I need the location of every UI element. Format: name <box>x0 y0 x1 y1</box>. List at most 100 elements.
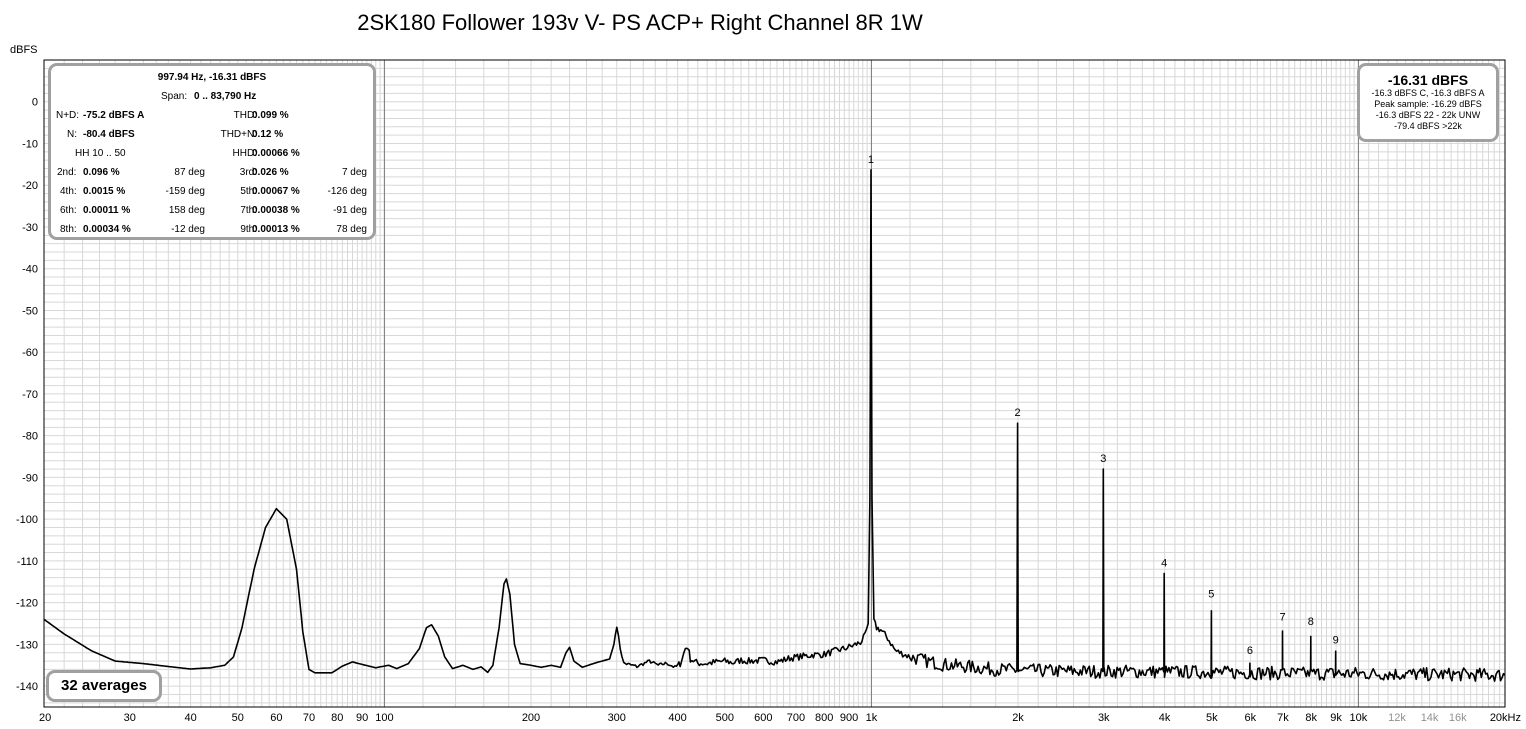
x-tick-label: 30 <box>124 712 136 724</box>
harmonic-label: 6th: <box>60 205 77 216</box>
level-panel[interactable]: -16.31 dBFS -16.3 dBFS C, -16.3 dBFS A P… <box>1357 63 1499 142</box>
x-tick-label: 10k <box>1350 712 1368 724</box>
x-tick-label: 200 <box>522 712 540 724</box>
harmonic-markers: 1 2 3 4 5 6 7 8 9 <box>868 154 1339 657</box>
y-tick-label: 0 <box>32 97 38 109</box>
thd-value: 0.099 % <box>252 110 289 121</box>
harmonic-marker-label: 4 <box>1161 557 1167 569</box>
y-tick-label: -20 <box>22 180 38 192</box>
x-tick-label: 300 <box>608 712 626 724</box>
harmonic-marker-label: 1 <box>868 154 874 166</box>
harmonic-label: 9th: <box>240 224 257 235</box>
x-tick-label: 700 <box>787 712 805 724</box>
harmonic-value: 0.026 % <box>252 167 289 178</box>
harmonic-value: 0.0015 % <box>83 186 126 197</box>
y-tick-label: -30 <box>22 222 38 234</box>
harmonic-marker-label: 9 <box>1333 635 1339 647</box>
harmonic-phase: -91 deg <box>333 205 367 216</box>
n-value: -80.4 dBFS <box>83 129 135 140</box>
chart-title: 2SK180 Follower 193v V- PS ACP+ Right Ch… <box>357 10 923 35</box>
x-tick-label: 70 <box>303 712 315 724</box>
x-tick-label: 2k <box>1012 712 1024 724</box>
x-tick-label: 900 <box>840 712 858 724</box>
x-tick-label: 60 <box>270 712 282 724</box>
harmonic-phase: 78 deg <box>336 224 367 235</box>
harmonic-phase: 7 deg <box>341 167 367 178</box>
y-tick-label: -60 <box>22 347 38 359</box>
x-tick-label: 80 <box>331 712 343 724</box>
harmonic-phase: 87 deg <box>174 167 205 178</box>
harmonic-label: 4th: <box>60 186 77 197</box>
hhd-label: HHD: <box>232 148 257 159</box>
harmonic-value: 0.00034 % <box>83 224 131 235</box>
x-tick-label: 8k <box>1305 712 1317 724</box>
level-line: -16.3 dBFS C, -16.3 dBFS A <box>1371 88 1485 98</box>
x-tick-label: 14k <box>1421 712 1439 724</box>
thdn-value: 0.12 % <box>252 129 284 140</box>
x-tick-label: 600 <box>754 712 772 724</box>
level-line: -16.3 dBFS 22 - 22k UNW <box>1375 110 1481 120</box>
x-tick-label: 800 <box>815 712 833 724</box>
hhd-value: 0.00066 % <box>252 148 300 159</box>
hh-range-label: HH 10 .. 50 <box>75 148 126 159</box>
spectrum-trace <box>43 169 1506 682</box>
harmonic-marker-label: 7 <box>1279 612 1285 624</box>
y-tick-label: -90 <box>22 472 38 484</box>
x-tick-label: 4k <box>1159 712 1171 724</box>
x-tick-label: 1k <box>866 712 878 724</box>
span-label: Span: <box>161 91 188 102</box>
harmonic-label: 2nd: <box>57 167 77 178</box>
x-tick-label: 90 <box>356 712 368 724</box>
y-tick-label: -40 <box>22 264 38 276</box>
x-tick-label: 100 <box>375 712 393 724</box>
y-tick-label: -120 <box>16 598 38 610</box>
n-label: N: <box>67 129 77 140</box>
distortion-stats-panel[interactable]: 997.94 Hz, -16.31 dBFS Span: 0 .. 83,790… <box>48 63 376 240</box>
x-tick-label: 400 <box>668 712 686 724</box>
stats-header: 997.94 Hz, -16.31 dBFS <box>157 72 267 83</box>
harmonic-label: 5th: <box>240 186 257 197</box>
y-tick-label: -130 <box>16 639 38 651</box>
y-tick-label: -100 <box>16 514 38 526</box>
harmonic-value: 0.096 % <box>83 167 120 178</box>
harmonic-phase: -12 deg <box>171 224 205 235</box>
x-tick-label: 20 <box>39 712 51 724</box>
trace-layer <box>43 169 1506 682</box>
harmonic-marker-label: 3 <box>1100 453 1106 465</box>
thd-label: THD: <box>233 110 257 121</box>
x-tick-label: 50 <box>232 712 244 724</box>
harmonic-label: 7th: <box>240 205 257 216</box>
x-tick-label: 20kHz <box>1490 712 1521 724</box>
x-tick-label: 40 <box>184 712 196 724</box>
harmonic-value: 0.00011 % <box>83 205 131 216</box>
span-value: 0 .. 83,790 Hz <box>194 91 257 102</box>
harmonic-label: 8th: <box>60 224 77 235</box>
harmonic-phase: -159 deg <box>165 186 205 197</box>
level-main: -16.31 dBFS <box>1387 72 1469 88</box>
harmonic-value: 0.00067 % <box>252 186 300 197</box>
harmonic-marker-label: 2 <box>1015 407 1021 419</box>
y-tick-label: -70 <box>22 389 38 401</box>
harmonic-phase: -126 deg <box>327 186 367 197</box>
harmonic-label: 3rd: <box>239 167 257 178</box>
y-tick-label: -80 <box>22 431 38 443</box>
axes: 20 30 40 50 60 70 80 90 100 200 300 400 500 600 700 800… <box>16 97 1521 724</box>
harmonic-value: 0.00013 % <box>252 224 300 235</box>
harmonic-marker-label: 6 <box>1247 645 1253 657</box>
harmonic-phase: 158 deg <box>168 205 205 216</box>
nd-value: -75.2 dBFS A <box>83 110 145 121</box>
y-tick-label: -10 <box>22 138 38 150</box>
x-tick-label: 5k <box>1206 712 1218 724</box>
y-tick-label: -140 <box>16 681 38 693</box>
x-tick-label: 500 <box>716 712 734 724</box>
averages-panel[interactable]: 32 averages <box>46 670 162 702</box>
x-tick-label: 7k <box>1277 712 1289 724</box>
y-tick-label: -110 <box>17 556 38 568</box>
x-tick-label: 6k <box>1245 712 1257 724</box>
x-tick-label: 9k <box>1330 712 1342 724</box>
plot-border <box>43 59 1506 708</box>
thdn-label: THD+N: <box>220 129 257 140</box>
x-tick-label: 3k <box>1098 712 1110 724</box>
x-tick-label: 16k <box>1449 712 1467 724</box>
harmonic-marker-label: 5 <box>1208 589 1214 601</box>
